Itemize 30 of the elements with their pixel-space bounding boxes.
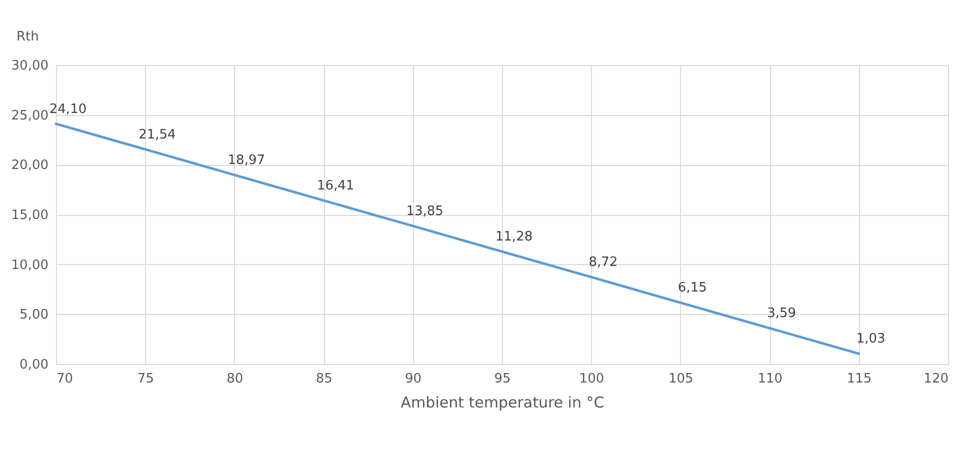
y-tick-label: 20,00: [11, 158, 48, 174]
x-tick-label: 75: [137, 372, 154, 386]
x-tick-label: 105: [668, 372, 694, 386]
y-tick-label: 30,00: [11, 58, 48, 74]
y-tick-label: 15,00: [11, 208, 48, 223]
data-label: 13,85: [406, 204, 444, 219]
x-tick-label: 100: [579, 372, 604, 386]
data-label: 1,03: [856, 332, 886, 347]
data-label: 18,97: [228, 152, 266, 168]
data-label: 21,54: [138, 127, 176, 142]
y-tick-label: 10,00: [11, 258, 48, 273]
y-tick-label: 5,00: [20, 308, 48, 323]
y-tick-label: 25,00: [11, 108, 48, 124]
x-tick-label: 95: [494, 372, 511, 386]
data-label: 24,10: [49, 102, 87, 117]
x-tick-label: 115: [846, 372, 872, 386]
data-label: 8,72: [588, 255, 618, 270]
x-tick-label: 80: [226, 372, 244, 386]
y-tick-label: 0,00: [20, 358, 48, 372]
data-label: 16,41: [316, 178, 354, 194]
x-tick-label: 85: [316, 372, 332, 386]
x-tick-label: 120: [924, 372, 948, 386]
data-label: 6,15: [678, 280, 707, 296]
data-label: 3,59: [767, 306, 796, 322]
x-tick-label: 70: [56, 372, 74, 386]
x-tick-label: 110: [758, 372, 783, 386]
x-tick-label: 90: [405, 372, 422, 386]
data-label: 11,28: [495, 230, 533, 245]
y-axis-title: Rth: [16, 30, 39, 44]
x-axis-title: Ambient temperature in °C: [400, 394, 604, 412]
